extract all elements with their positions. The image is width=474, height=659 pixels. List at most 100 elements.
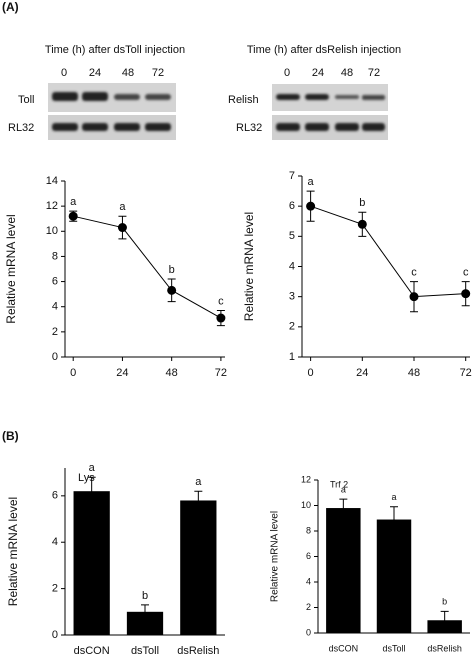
- y-tick-label: 2: [289, 321, 295, 333]
- panel-label: (A): [2, 0, 19, 14]
- data-line: [73, 215, 222, 319]
- data-point: [216, 313, 226, 323]
- x-tick-label: 48: [408, 367, 420, 379]
- annotation: a: [341, 485, 346, 495]
- error-bar: [390, 506, 398, 533]
- x-tick-label: 72: [460, 367, 472, 379]
- x-tick-label: dsCON: [329, 643, 359, 653]
- error-bar: [141, 604, 149, 620]
- gel-title: Time (h) after dsRelish injection: [247, 44, 401, 56]
- data-point: [306, 201, 316, 211]
- bar: [73, 491, 110, 635]
- lane-label: 0: [284, 67, 290, 79]
- annotation: a: [70, 196, 77, 208]
- y-tick-label: 0: [52, 351, 58, 363]
- y-tick-label: 2: [52, 583, 58, 595]
- annotation: a: [119, 201, 126, 213]
- y-tick-label: 8: [52, 250, 58, 262]
- lane-label: 72: [152, 67, 164, 79]
- lane-label: 24: [312, 67, 324, 79]
- bar: [326, 508, 361, 633]
- y-tick-label: 12: [301, 474, 311, 484]
- y-tick-label: 0: [52, 629, 58, 641]
- y-tick-label: 2: [306, 602, 311, 612]
- gel-row-label: Toll: [18, 94, 35, 106]
- lane-label: 72: [368, 67, 380, 79]
- y-tick-label: 6: [289, 200, 295, 212]
- y-tick-label: 6: [52, 490, 58, 502]
- data-point: [409, 292, 419, 302]
- gel-title: Time (h) after dsToll injection: [45, 44, 185, 56]
- x-tick-label: 24: [356, 367, 368, 379]
- y-axis-label: Relative mRNA level: [4, 214, 18, 323]
- annotation: c: [463, 266, 469, 278]
- y-tick-label: 2: [52, 326, 58, 338]
- annotation: c: [218, 295, 224, 307]
- annotation: a: [89, 462, 96, 474]
- gel-row-label: RL32: [236, 122, 262, 134]
- x-tick-label: 72: [215, 367, 227, 379]
- y-tick-label: 0: [306, 627, 311, 637]
- data-point: [357, 219, 367, 229]
- data-point: [68, 211, 78, 221]
- bar: [126, 611, 164, 635]
- chart-label: Trf 2: [330, 479, 348, 489]
- gel-row-label: Relish: [228, 94, 259, 106]
- data-point: [167, 285, 177, 295]
- x-tick-label: dsRelish: [427, 643, 462, 653]
- data-line: [310, 205, 466, 298]
- x-tick-label: 24: [116, 367, 128, 379]
- y-tick-label: 3: [289, 291, 295, 303]
- y-tick-label: 7: [289, 170, 295, 182]
- data-point: [461, 289, 471, 299]
- annotation: b: [442, 597, 447, 607]
- bar: [180, 500, 217, 635]
- annotation: a: [391, 492, 396, 502]
- annotation: a: [308, 176, 315, 188]
- y-axis-label: Relative mRNA level: [270, 511, 281, 602]
- y-tick-label: 4: [289, 260, 295, 272]
- x-tick-label: 0: [70, 367, 76, 379]
- lane-label: 0: [61, 67, 67, 79]
- x-tick-label: dsToll: [131, 645, 159, 657]
- annotation: a: [195, 476, 202, 488]
- annotation: b: [169, 264, 175, 276]
- y-tick-label: 14: [46, 175, 58, 187]
- x-tick-label: dsCON: [74, 645, 110, 657]
- annotation: b: [142, 590, 148, 602]
- y-tick-label: 4: [52, 301, 58, 313]
- panel-label: (B): [2, 429, 19, 443]
- error-bar: [194, 490, 203, 511]
- y-tick-label: 4: [306, 576, 311, 586]
- error-bar: [339, 498, 348, 518]
- y-tick-label: 10: [46, 225, 58, 237]
- annotation: b: [359, 197, 365, 209]
- x-tick-label: 0: [308, 367, 314, 379]
- y-axis-label: Relative mRNA level: [242, 212, 256, 321]
- lane-label: 48: [122, 67, 134, 79]
- y-tick-label: 12: [46, 200, 58, 212]
- gel-row-label: RL32: [8, 122, 34, 134]
- y-tick-label: 8: [306, 525, 311, 535]
- lane-label: 48: [341, 67, 353, 79]
- x-tick-label: dsToll: [382, 643, 405, 653]
- y-tick-label: 6: [306, 551, 311, 561]
- data-point: [117, 223, 127, 233]
- x-tick-label: 48: [166, 367, 178, 379]
- error-bar: [440, 610, 449, 630]
- y-tick-label: 1: [289, 351, 295, 363]
- chart-label: Lys: [78, 472, 95, 484]
- bar: [376, 519, 412, 633]
- error-bar: [87, 476, 96, 506]
- y-tick-label: 4: [52, 536, 58, 548]
- y-tick-label: 6: [52, 275, 58, 287]
- y-tick-label: 10: [301, 500, 311, 510]
- y-tick-label: 5: [289, 230, 295, 242]
- lane-label: 24: [89, 67, 101, 79]
- annotation: c: [411, 266, 417, 278]
- x-tick-label: dsRelish: [177, 645, 219, 657]
- gel-image: [48, 83, 176, 140]
- gel-image: [272, 84, 388, 140]
- y-axis-label: Relative mRNA level: [6, 497, 20, 606]
